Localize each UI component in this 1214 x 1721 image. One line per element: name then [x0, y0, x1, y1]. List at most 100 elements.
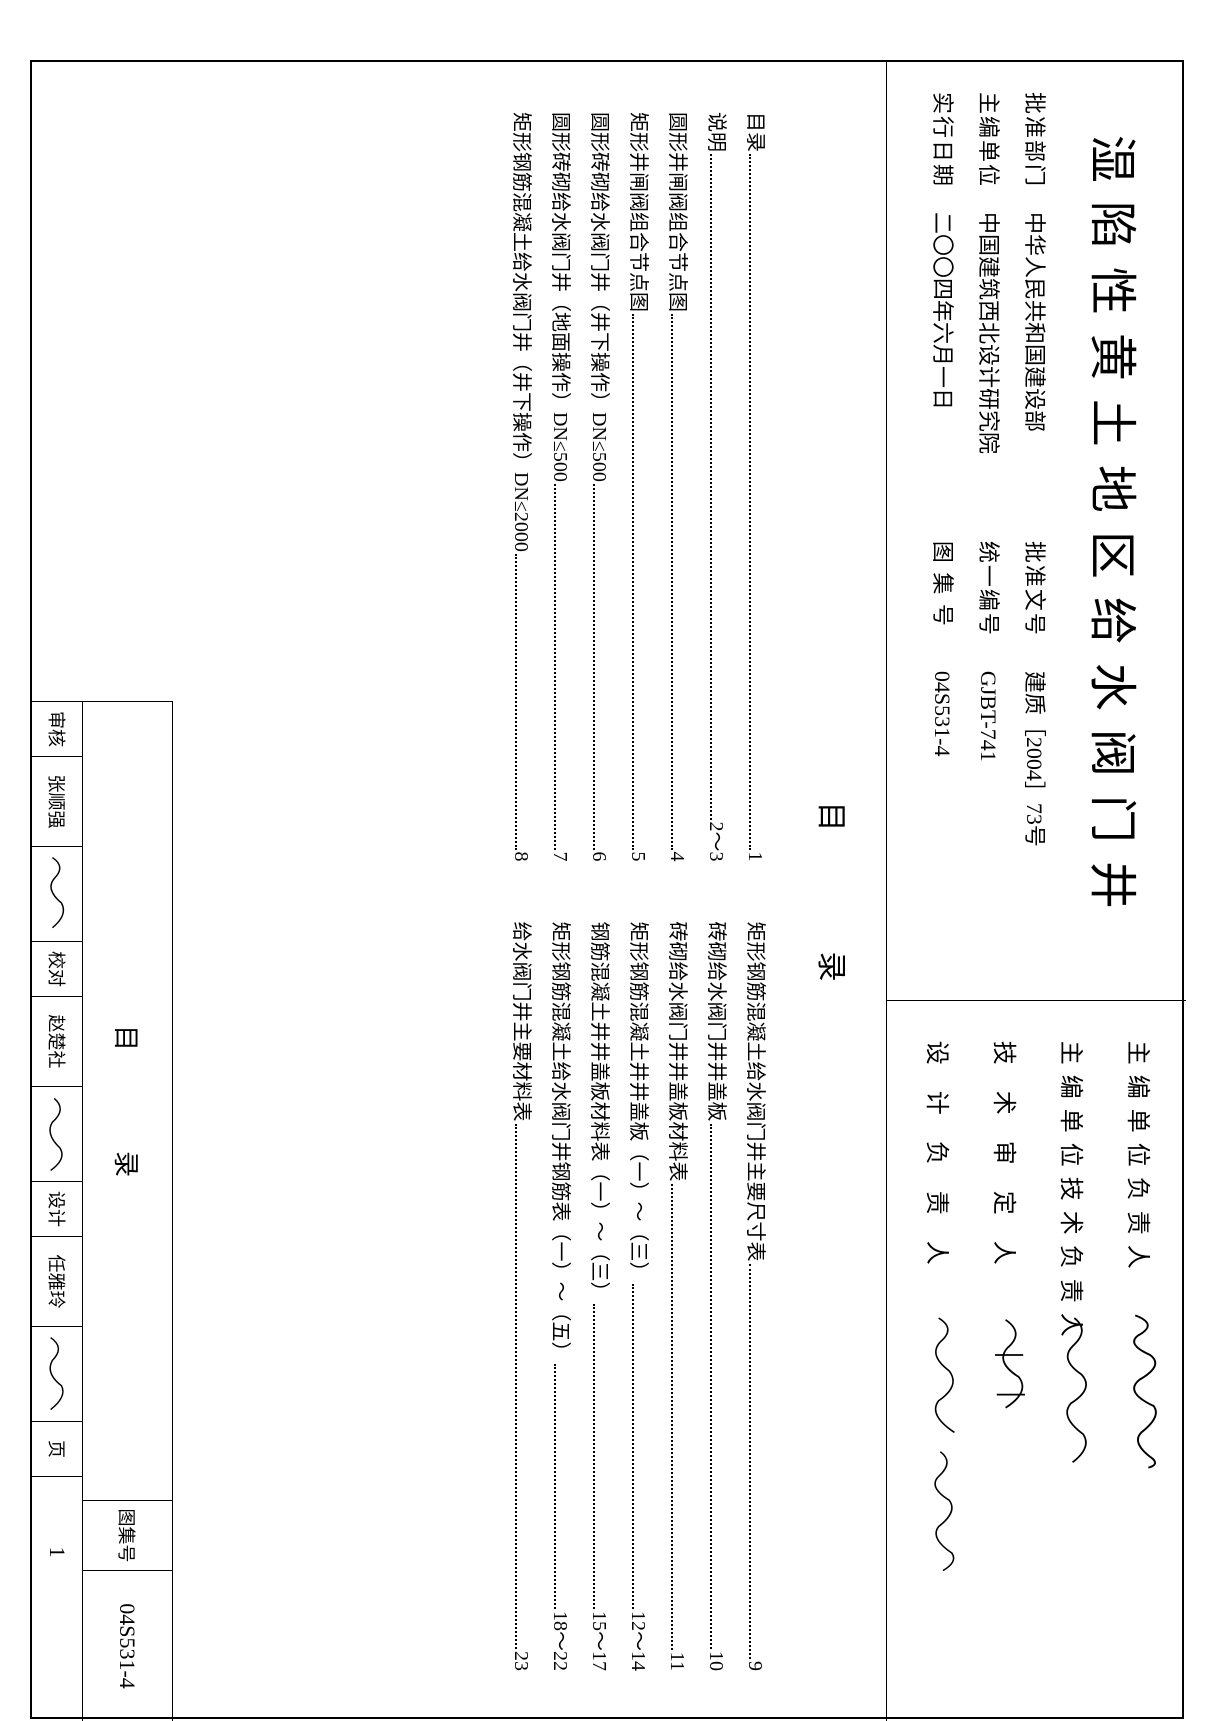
toc-row: 矩形钢筋混凝土给水阀门井主要尺寸表 9: [743, 922, 772, 1672]
signature-icon: [1048, 1311, 1099, 1691]
designer-label: 设计: [32, 1182, 82, 1237]
toc-item-page: 6: [587, 852, 610, 862]
toc-item-label: 矩形钢筋混凝土给水阀门井主要尺寸表: [743, 922, 772, 1262]
toc-dots: [671, 314, 673, 850]
info-value: 中华人民共和国建设部: [1020, 212, 1052, 511]
proofreader-name: 赵楚社: [32, 997, 82, 1087]
toc-row: 砖砌给水阀门井井盖板 10: [704, 922, 733, 1672]
toc-dots: [710, 154, 712, 820]
info-line-2: 实行日期 二〇〇四年六月一日 图 集 号 04S531-4: [928, 92, 960, 970]
toc-row: 给水阀门井主要材料表 23: [509, 922, 538, 1672]
info-line-0: 批准部门 中华人民共和国建设部 批准文号 建质［2004］73号: [1020, 92, 1052, 970]
approver-line-2: 技 术 审 定 人: [981, 1041, 1032, 1691]
toc-dots: [593, 1304, 595, 1610]
toc-row: 矩形钢筋混凝土井井盖板（一）～（三） 12～14: [626, 922, 655, 1672]
info-value2: 建质［2004］73号: [1020, 671, 1052, 970]
body-area: 目录 目录 1 说明 2～3 圆形井闸阀组合节点图 4 矩形井闸阀组合节点图 5 圆形砖砌给水阀…: [499, 62, 886, 1721]
page-number: 1: [32, 1477, 82, 1627]
toc-item-page: 4: [665, 852, 688, 862]
toc-item-page: 7: [548, 852, 571, 862]
info-label2: 统一编号: [974, 541, 1006, 671]
toc-item-page: 23: [509, 1651, 532, 1671]
toc-item-label: 钢筋混凝土井井盖板材料表（一）～（三）: [587, 922, 616, 1302]
info-label2: 图 集 号: [928, 541, 960, 671]
toc-item-label: 砖砌给水阀门井井盖板材料表: [665, 922, 694, 1182]
toc-row: 矩形井闸阀组合节点图 5: [626, 112, 655, 862]
approver-label: 主编单位技术负责人: [1056, 1041, 1091, 1311]
toc-item-page: 11: [665, 1652, 688, 1671]
info-value: 中国建筑西北设计研究院: [974, 212, 1006, 511]
toc-item-page: 8: [509, 852, 532, 862]
toc-item-label: 砖砌给水阀门井井盖板: [704, 922, 733, 1122]
footer-lower: 审核 张顺强 校对 赵楚社 设计 任雅玲 页 1: [32, 702, 82, 1721]
toc-item-label: 矩形钢筋混凝土给水阀门井钢筋表（一）～（五）: [548, 922, 577, 1362]
toc-item-page: 9: [743, 1661, 766, 1671]
header-right: 主编单位负责人 主编单位技术负责人 技 术 审 定 人 设 计 负 责 人: [887, 1001, 1186, 1721]
toc-item-label: 目录: [743, 112, 772, 152]
toc-column-left: 目录 1 说明 2～3 圆形井闸阀组合节点图 4 矩形井闸阀组合节点图 5 圆形砖砌给水阀门井（…: [499, 112, 772, 862]
toc-row: 砖砌给水阀门井井盖板材料表 11: [665, 922, 694, 1672]
toc-dots: [671, 1184, 673, 1650]
reviewer-label: 审核: [32, 702, 82, 757]
approver-line-0: 主编单位负责人: [1115, 1041, 1166, 1691]
signature-icon: [981, 1311, 1032, 1691]
approver-line-3: 设 计 负 责 人: [914, 1041, 965, 1691]
designer-name: 任雅玲: [32, 1237, 82, 1327]
info-label2: 批准文号: [1020, 541, 1052, 671]
header-left: 湿陷性黄土地区给水阀门井 批准部门 中华人民共和国建设部 批准文号 建质［200…: [887, 62, 1186, 1001]
info-label: 实行日期: [928, 92, 960, 212]
toc-row: 圆形砖砌给水阀门井（井下操作）DN≤500 6: [587, 112, 616, 862]
info-value2: GJBT-741: [975, 671, 1001, 970]
info-line-1: 主编单位 中国建筑西北设计研究院 统一编号 GJBT-741: [974, 92, 1006, 970]
approver-label: 主编单位负责人: [1123, 1041, 1158, 1311]
toc-dots: [515, 554, 517, 850]
info-label: 主编单位: [974, 92, 1006, 212]
toc-column-right: 矩形钢筋混凝土给水阀门井主要尺寸表9砖砌给水阀门井井盖板10砖砌给水阀门井井盖板…: [499, 922, 772, 1672]
toc-item-label: 矩形井闸阀组合节点图: [626, 112, 655, 312]
toc-dots: [593, 484, 595, 850]
info-value2: 04S531-4: [929, 671, 955, 970]
info-label: 批准部门: [1020, 92, 1052, 212]
document-title: 湿陷性黄土地区给水阀门井: [1082, 92, 1152, 970]
toc-item-page: 12～14: [626, 1611, 655, 1671]
page-frame: 湿陷性黄土地区给水阀门井 批准部门 中华人民共和国建设部 批准文号 建质［200…: [30, 60, 1184, 1719]
approver-label: 技 术 审 定 人: [989, 1041, 1024, 1311]
toc-item-label: 圆形井闸阀组合节点图: [665, 112, 694, 312]
toc-item-page: 10: [704, 1651, 727, 1671]
toc-item-page: 2～3: [704, 822, 733, 862]
toc-item-page: 15～17: [587, 1611, 616, 1671]
toc-item-label: 矩形钢筋混凝土给水阀门井（井下操作）DN≤2000: [509, 112, 538, 552]
toc-dots: [554, 484, 556, 850]
atlas-number-label: 图集号: [83, 1501, 172, 1571]
toc-item-page: 18～22: [548, 1611, 577, 1671]
info-value: 二〇〇四年六月一日: [928, 212, 960, 511]
toc-row: 圆形井闸阀组合节点图 4: [665, 112, 694, 862]
toc-row: 矩形钢筋混凝土给水阀门井（井下操作）DN≤2000 8: [509, 112, 538, 862]
signature-icon: [914, 1311, 965, 1691]
toc-dots: [632, 1284, 634, 1610]
footer-sheet-title: 目录: [83, 702, 172, 1501]
toc-item-label: 矩形钢筋混凝土井井盖板（一）～（三）: [626, 922, 655, 1282]
toc-heading: 目录: [812, 112, 856, 1671]
reviewer-name: 张顺强: [32, 757, 82, 847]
header-row: 湿陷性黄土地区给水阀门井 批准部门 中华人民共和国建设部 批准文号 建质［200…: [886, 62, 1186, 1721]
toc-item-page: 1: [743, 852, 766, 862]
toc-item-label: 圆形砖砌给水阀门井（井下操作）DN≤500: [587, 112, 616, 482]
toc-item-label: 给水阀门井主要材料表: [509, 922, 538, 1122]
proofreader-signature-icon: [32, 1087, 82, 1182]
toc-item-label: 说明: [704, 112, 733, 152]
proofreader-label: 校对: [32, 942, 82, 997]
atlas-number-value: 04S531-4: [83, 1571, 172, 1721]
toc-dots: [632, 314, 634, 850]
toc-columns: 目录 1 说明 2～3 圆形井闸阀组合节点图 4 矩形井闸阀组合节点图 5 圆形砖砌给水阀门井（…: [499, 112, 772, 1671]
toc-dots: [749, 154, 751, 850]
toc-dots: [710, 1124, 712, 1650]
footer-title-block: 目录 图集号 04S531-4 审核 张顺强 校对 赵楚社 设计 任雅玲 页 1: [32, 701, 173, 1721]
toc-dots: [554, 1364, 556, 1610]
toc-row: 钢筋混凝土井井盖板材料表（一）～（三） 15～17: [587, 922, 616, 1672]
toc-row: 圆形砖砌给水阀门井（地面操作）DN≤5007: [548, 112, 577, 862]
landscape-content: 湿陷性黄土地区给水阀门井 批准部门 中华人民共和国建设部 批准文号 建质［200…: [32, 62, 1186, 1721]
toc-dots: [749, 1264, 751, 1660]
toc-row: 矩形钢筋混凝土给水阀门井钢筋表（一）～（五） 18～22: [548, 922, 577, 1672]
toc-item-page: 5: [626, 852, 649, 862]
